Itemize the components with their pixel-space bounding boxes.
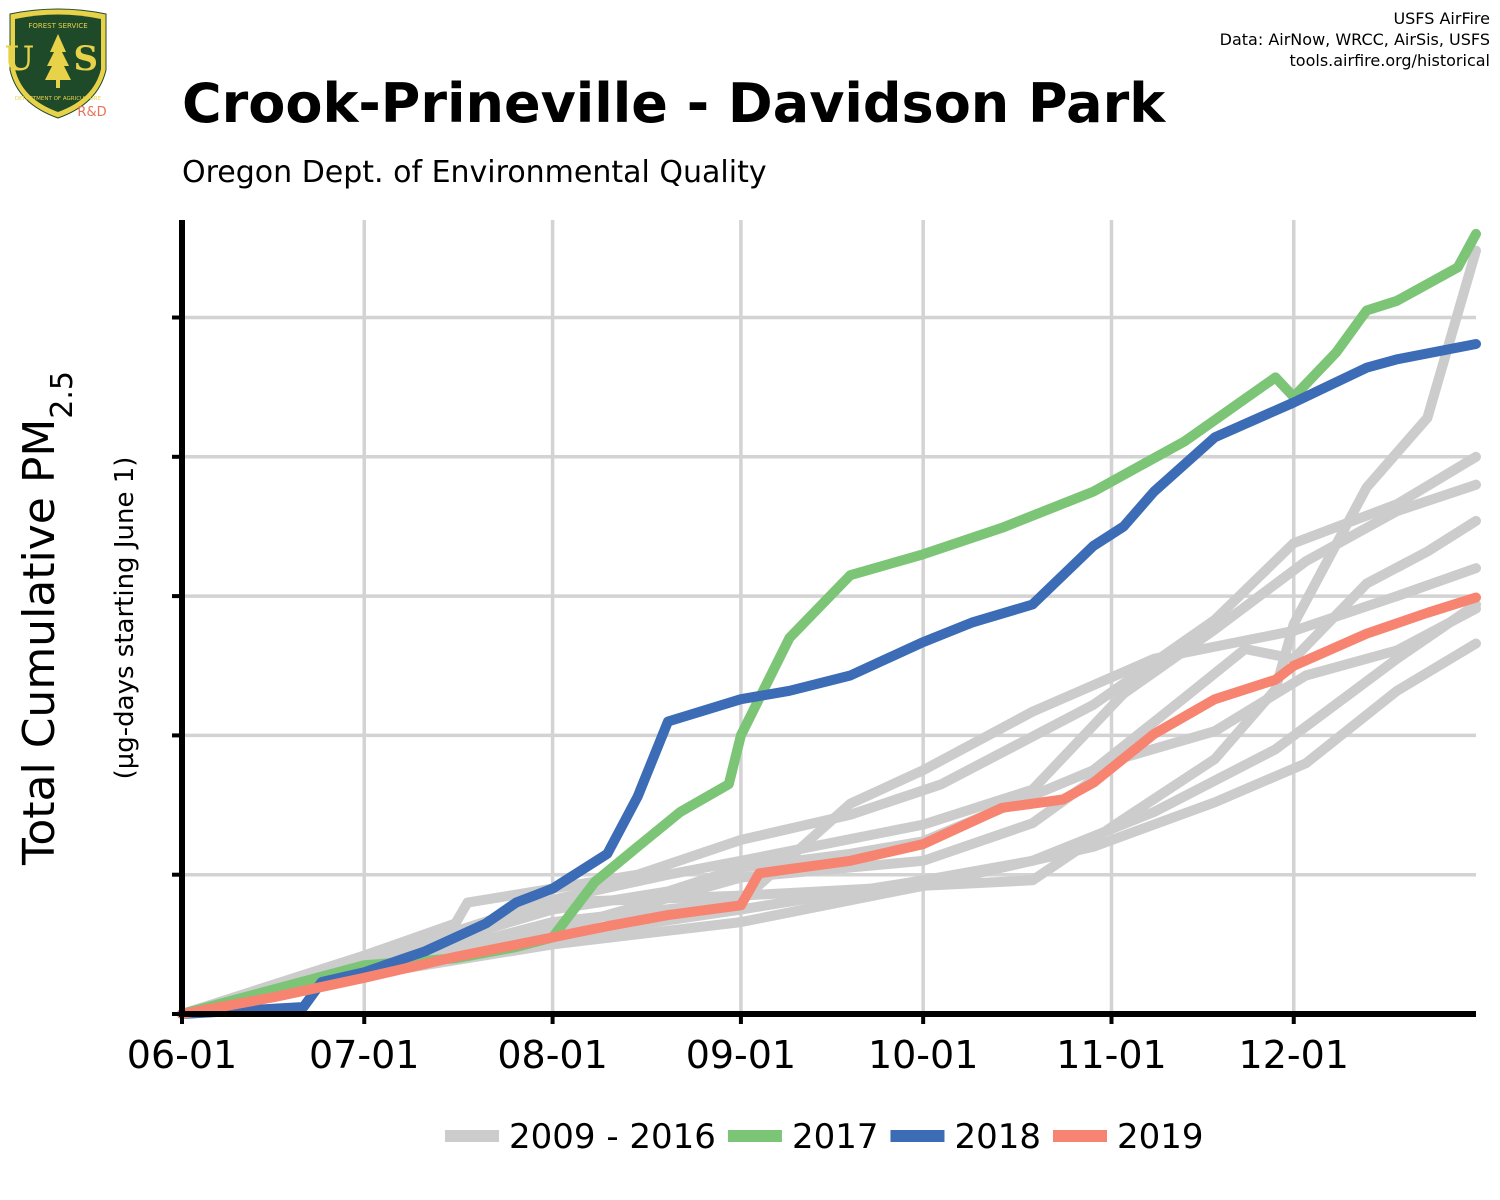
x-tick-label: 08-01 <box>497 1033 607 1077</box>
usfs-logo: FOREST SERVICE U S DEPARTMENT OF AGRICUL… <box>6 8 107 120</box>
y-axis-label: Total Cumulative PM2.5 (µg-days starting… <box>14 371 140 866</box>
y-axis-title-main: Total Cumulative PM <box>14 419 65 866</box>
series-lines <box>177 228 1481 1019</box>
logo-top-text: FOREST SERVICE <box>28 22 87 30</box>
credit-line: tools.airfire.org/historical <box>1289 51 1490 70</box>
series-line-2009-2016 <box>177 245 1481 1019</box>
logo-bottom-text: DEPARTMENT OF AGRICULTURE <box>15 96 102 102</box>
series-line-2009-2016 <box>177 451 1481 1019</box>
chart-title: Crook-Prineville - Davidson Park <box>182 72 1166 135</box>
legend: 2009 - 2016 2017 2018 2019 <box>445 1117 1204 1157</box>
legend-label: 2009 - 2016 <box>509 1117 716 1157</box>
y-axis-note: (µg-days starting June 1) <box>110 457 140 780</box>
axes <box>172 220 1476 1024</box>
x-tick-label: 09-01 <box>686 1033 796 1077</box>
series-line-2018 <box>177 339 1481 1019</box>
x-tick-label: 11-01 <box>1056 1033 1166 1077</box>
x-tick-label: 10-01 <box>868 1033 978 1077</box>
legend-label: 2019 <box>1117 1117 1204 1157</box>
x-tick-label: 07-01 <box>309 1033 419 1077</box>
series-line-2009-2016 <box>177 563 1481 1019</box>
legend-label: 2017 <box>792 1117 879 1157</box>
credit-line: USFS AirFire <box>1393 9 1490 28</box>
credits: USFS AirFire Data: AirNow, WRCC, AirSis,… <box>1220 8 1490 71</box>
chart-subtitle: Oregon Dept. of Environmental Quality <box>182 155 767 190</box>
logo-tag: R&D <box>77 105 106 120</box>
series-line-2019 <box>177 592 1481 1019</box>
x-tick-label: 12-01 <box>1239 1033 1349 1077</box>
y-axis-title: Total Cumulative PM2.5 <box>14 371 80 866</box>
legend-label: 2018 <box>954 1117 1041 1157</box>
x-tick-labels: 06-01 07-01 08-01 09-01 10-01 11-01 12-01 <box>127 1033 1349 1077</box>
x-tick-label: 06-01 <box>127 1033 237 1077</box>
tree-icon <box>45 34 71 88</box>
credit-line: Data: AirNow, WRCC, AirSis, USFS <box>1219 30 1490 49</box>
y-axis-title-subscript: 2.5 <box>45 371 80 419</box>
